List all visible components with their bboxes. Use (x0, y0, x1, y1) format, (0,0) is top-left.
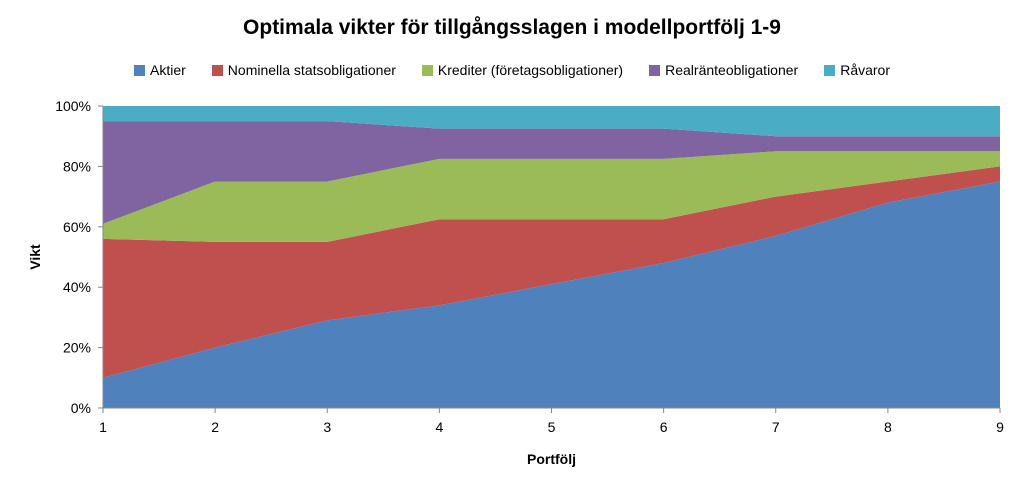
legend-item: Realränteobligationer (649, 62, 798, 78)
x-tick-label: 2 (211, 419, 219, 435)
legend-item: Råvaror (824, 62, 890, 78)
x-axis-title: Portfölj (527, 451, 576, 467)
legend-label: Realränteobligationer (665, 62, 799, 78)
area-series-aktier (103, 181, 1000, 408)
x-tick-label: 8 (884, 419, 892, 435)
legend-swatch (134, 64, 145, 76)
chart-title: Optimala vikter för tillgångsslagen i mo… (243, 16, 781, 39)
legend-swatch (649, 64, 661, 76)
y-axis-title: Vikt (27, 244, 43, 270)
legend-swatch (421, 64, 433, 76)
legend-item: Krediter (företagsobligationer) (421, 62, 624, 78)
x-tick-label: 7 (772, 419, 780, 435)
x-tick-label: 9 (996, 419, 1004, 435)
chart-legend: Aktier Nominella statsobligationer Kredite… (0, 62, 1024, 78)
area-series-realranteobligationer (103, 121, 1000, 224)
legend-label: Nominella statsobligationer (227, 62, 396, 78)
x-tick-label: 4 (435, 419, 443, 435)
y-tick-label: 0% (71, 400, 91, 416)
legend-swatch (211, 64, 223, 76)
x-tick-label: 3 (323, 419, 331, 435)
legend-item: Aktier (134, 62, 186, 78)
area-series-nominella-statsobligationer (103, 166, 1000, 378)
y-tick-label: 40% (63, 279, 91, 295)
x-tick-label: 5 (548, 419, 556, 435)
y-tick-label: 60% (63, 219, 91, 235)
legend-label: Aktier (150, 62, 186, 78)
x-tick-label: 1 (99, 419, 107, 435)
area-series-ravaror (103, 106, 1000, 137)
area-series-krediter-foretagsobligationer (103, 151, 1000, 242)
y-tick-label: 80% (63, 158, 91, 174)
legend-label: Råvaror (840, 62, 890, 78)
y-tick-label: 100% (55, 98, 91, 114)
legend-item: Nominella statsobligationer (211, 62, 396, 78)
y-tick-label: 20% (63, 340, 91, 356)
x-tick-label: 6 (660, 419, 668, 435)
legend-label: Krediter (företagsobligationer) (437, 62, 624, 78)
legend-swatch (824, 64, 836, 76)
